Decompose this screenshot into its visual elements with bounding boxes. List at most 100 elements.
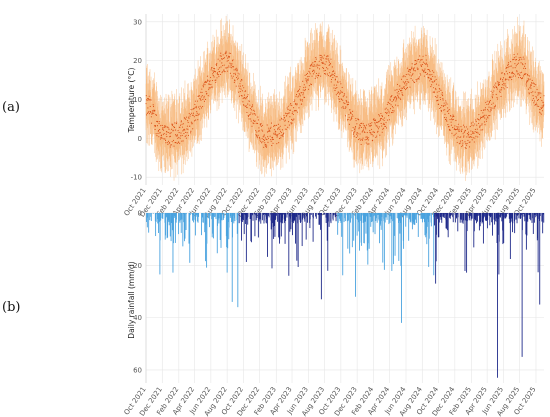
temperature-point: [470, 122, 472, 124]
temperature-point: [190, 130, 192, 132]
temperature-point: [505, 85, 507, 87]
temperature-point: [166, 142, 168, 144]
temperature-point: [540, 113, 542, 115]
temperature-point: [536, 105, 538, 107]
temperature-point: [202, 85, 204, 87]
temperature-point: [408, 69, 411, 71]
temperature-point: [445, 100, 447, 102]
temperature-point: [311, 75, 313, 77]
temperature-point: [261, 138, 263, 140]
temperature-point: [340, 91, 342, 93]
temperature-point: [525, 72, 527, 75]
temperature-point: [446, 119, 448, 121]
temperature-point: [493, 107, 495, 109]
temperature-point: [445, 117, 447, 119]
temperature-point: [510, 61, 512, 63]
temperature-point: [394, 89, 396, 91]
temperature-point: [152, 112, 154, 114]
temperature-point: [173, 125, 175, 128]
temperature-point: [378, 114, 380, 116]
temperature-point: [444, 109, 446, 111]
temperature-point: [406, 83, 408, 85]
temperature-point: [429, 74, 431, 76]
temperature-point: [424, 62, 426, 64]
temperature-point: [207, 95, 209, 97]
temperature-point: [260, 123, 262, 125]
temperature-point: [237, 72, 239, 74]
temperature-point: [211, 86, 213, 88]
temperature-point: [428, 77, 430, 79]
temperature-point: [272, 138, 274, 140]
temperature-point: [282, 135, 284, 137]
temperature-point: [218, 76, 220, 78]
temperature-point: [369, 123, 371, 125]
temperature-point: [300, 95, 302, 97]
temperature-point: [459, 142, 461, 144]
temperature-point: [320, 59, 322, 61]
temperature-point: [148, 99, 150, 101]
temperature-point: [344, 115, 346, 117]
temperature-point: [356, 133, 358, 135]
temperature-point: [415, 60, 417, 62]
temperature-point: [470, 130, 472, 132]
temperature-point: [266, 145, 268, 147]
temperature-point: [245, 90, 247, 92]
temperature-point: [331, 74, 333, 76]
temperature-y-tick-label: 10: [133, 96, 142, 104]
temperature-point: [372, 139, 374, 141]
temperature-point: [427, 68, 429, 71]
temperature-point: [341, 91, 344, 93]
temperature-point: [295, 110, 297, 112]
temperature-point: [518, 60, 520, 62]
temperature-point: [450, 115, 452, 117]
temperature-point: [164, 126, 166, 128]
temperature-point: [291, 112, 293, 115]
temperature-point: [501, 84, 503, 86]
temperature-point: [353, 132, 355, 134]
temperature-point: [187, 128, 189, 130]
temperature-point: [271, 136, 274, 138]
temperature-point: [266, 131, 269, 133]
temperature-point: [343, 94, 345, 97]
temperature-point: [163, 132, 165, 135]
temperature-point: [363, 129, 365, 131]
temperature-point: [233, 66, 235, 68]
temperature-point: [531, 99, 534, 101]
temperature-point: [240, 88, 242, 90]
temperature-point: [145, 114, 148, 116]
temperature-point: [285, 112, 287, 114]
temperature-point: [370, 133, 372, 135]
temperature-point: [394, 96, 396, 98]
temperature-point: [507, 62, 510, 64]
temperature-y-tick-label: -10: [131, 174, 142, 182]
temperature-point: [449, 119, 451, 121]
temperature-point: [267, 130, 269, 132]
temperature-point: [407, 73, 409, 75]
temperature-point: [290, 122, 292, 124]
temperature-point: [326, 56, 328, 58]
temperature-point: [210, 84, 212, 86]
temperature-point: [447, 110, 449, 112]
temperature-point: [145, 103, 147, 105]
temperature-point: [252, 113, 254, 115]
temperature-point: [188, 116, 190, 118]
temperature-point: [472, 137, 474, 139]
temperature-point: [249, 113, 251, 115]
temperature-point: [505, 78, 507, 80]
temperature-point: [365, 142, 367, 144]
temperature-point: [147, 98, 149, 100]
temperature-point: [412, 69, 415, 71]
temperature-point: [308, 88, 310, 90]
temperature-point: [190, 132, 192, 134]
temperature-point: [312, 73, 314, 75]
temperature-point: [238, 91, 240, 93]
temperature-point: [239, 87, 241, 89]
temperature-point: [196, 111, 198, 113]
temperature-point: [365, 136, 367, 138]
temperature-point: [395, 96, 397, 98]
temperature-point: [441, 92, 443, 94]
temperature-point: [527, 74, 529, 77]
temperature-point: [429, 71, 431, 73]
temperature-point: [173, 145, 175, 147]
